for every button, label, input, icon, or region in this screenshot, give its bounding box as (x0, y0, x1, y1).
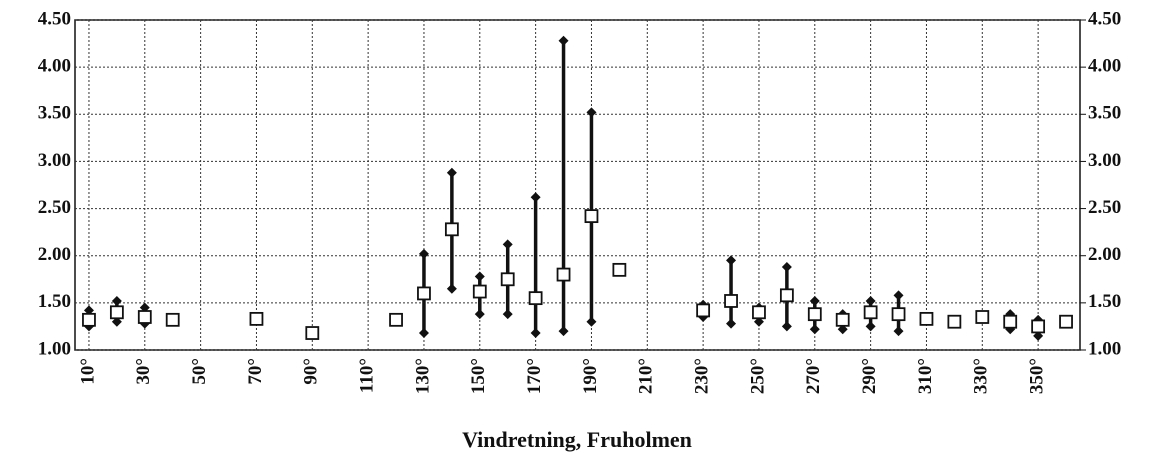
min-marker (558, 326, 569, 337)
max-marker (809, 295, 820, 306)
x-tick-label: 130° (412, 358, 433, 394)
max-marker (586, 107, 597, 118)
mean-marker (947, 314, 962, 329)
max-marker (418, 248, 429, 259)
max-marker (781, 262, 792, 273)
y2-tick-label: 4.00 (1088, 56, 1121, 77)
y2-tick-label: 3.50 (1088, 103, 1121, 124)
mean-marker (109, 305, 124, 320)
y2-tick-label: 1.00 (1088, 338, 1121, 359)
mean-marker (779, 288, 794, 303)
x-tick-label: 50° (189, 358, 210, 385)
min-marker (418, 328, 429, 339)
x-tick-label: 70° (245, 358, 266, 385)
min-marker (865, 321, 876, 332)
mean-marker (556, 267, 571, 282)
x-tick-label: 90° (301, 358, 322, 385)
mean-marker (1059, 314, 1073, 329)
min-marker (474, 309, 485, 320)
mean-marker (919, 311, 934, 326)
x-tick-label: 150° (468, 358, 489, 394)
x-tick-label: 290° (859, 358, 880, 394)
x-tick-label: 350° (1026, 358, 1047, 394)
max-marker (474, 271, 485, 282)
max-marker (446, 167, 457, 178)
x-tick-label: 110° (356, 358, 377, 393)
max-marker (865, 295, 876, 306)
y-tick-label: 2.50 (38, 197, 71, 218)
mean-marker (724, 294, 738, 308)
max-marker (83, 305, 94, 316)
min-marker (586, 316, 597, 327)
mean-marker (752, 305, 766, 320)
min-marker (809, 324, 820, 335)
y2-tick-label: 4.50 (1088, 8, 1121, 29)
y-tick-label: 3.00 (38, 150, 71, 171)
mean-marker (137, 310, 152, 324)
x-tick-label: 30° (133, 358, 154, 385)
mean-marker (165, 312, 180, 327)
max-marker (530, 192, 541, 203)
mean-marker (863, 305, 878, 320)
x-tick-label: 310° (915, 358, 936, 394)
min-marker (1033, 330, 1044, 341)
mean-marker (891, 307, 906, 322)
y-tick-label: 1.50 (38, 291, 71, 312)
min-marker (726, 318, 737, 329)
y-tick-label: 3.50 (38, 103, 71, 124)
max-marker (726, 255, 737, 266)
y2-tick-label: 2.50 (1088, 197, 1121, 218)
max-marker (111, 295, 122, 306)
mean-marker (1003, 314, 1018, 329)
max-marker (558, 35, 569, 46)
mean-marker (807, 307, 822, 322)
min-marker (837, 324, 848, 335)
y2-tick-label: 1.50 (1088, 291, 1121, 312)
mean-marker (444, 222, 459, 237)
mean-marker (417, 286, 431, 301)
mean-marker (500, 272, 515, 287)
x-tick-label: 10° (77, 358, 98, 385)
x-tick-label: 210° (636, 358, 657, 394)
max-marker (502, 239, 513, 250)
min-marker (781, 321, 792, 332)
x-tick-label: 270° (803, 358, 824, 394)
plot-area (74, 19, 1081, 351)
y-tick-label: 4.50 (38, 8, 71, 29)
min-marker (753, 316, 764, 327)
min-marker (111, 316, 122, 327)
mean-marker (389, 312, 403, 327)
min-marker (530, 328, 541, 339)
mean-marker (584, 209, 599, 224)
mean-marker (472, 284, 487, 299)
y2-tick-label: 3.00 (1088, 150, 1121, 171)
mean-marker (612, 262, 627, 277)
x-tick-label: 330° (971, 358, 992, 394)
x-axis-title: Vindretning, Fruholmen (462, 427, 692, 452)
y-tick-label: 1.00 (38, 338, 71, 359)
x-tick-label: 250° (747, 358, 768, 394)
x-tick-label: 190° (580, 358, 601, 394)
mean-marker (528, 291, 543, 306)
mean-marker (835, 312, 850, 327)
mean-marker (975, 310, 990, 324)
min-marker (446, 283, 457, 294)
max-marker (893, 290, 904, 301)
x-tick-label: 170° (524, 358, 545, 394)
mean-marker (305, 326, 320, 340)
y-tick-label: 4.00 (38, 56, 71, 77)
y-tick-label: 2.00 (38, 244, 71, 265)
mean-marker (249, 311, 264, 326)
x-tick-label: 230° (691, 358, 712, 394)
max-marker (139, 302, 150, 313)
mean-marker (696, 303, 711, 318)
min-marker (893, 326, 904, 337)
y2-tick-label: 2.00 (1088, 244, 1121, 265)
min-marker (502, 309, 513, 320)
mean-marker (1031, 319, 1046, 334)
mean-marker (82, 312, 96, 327)
